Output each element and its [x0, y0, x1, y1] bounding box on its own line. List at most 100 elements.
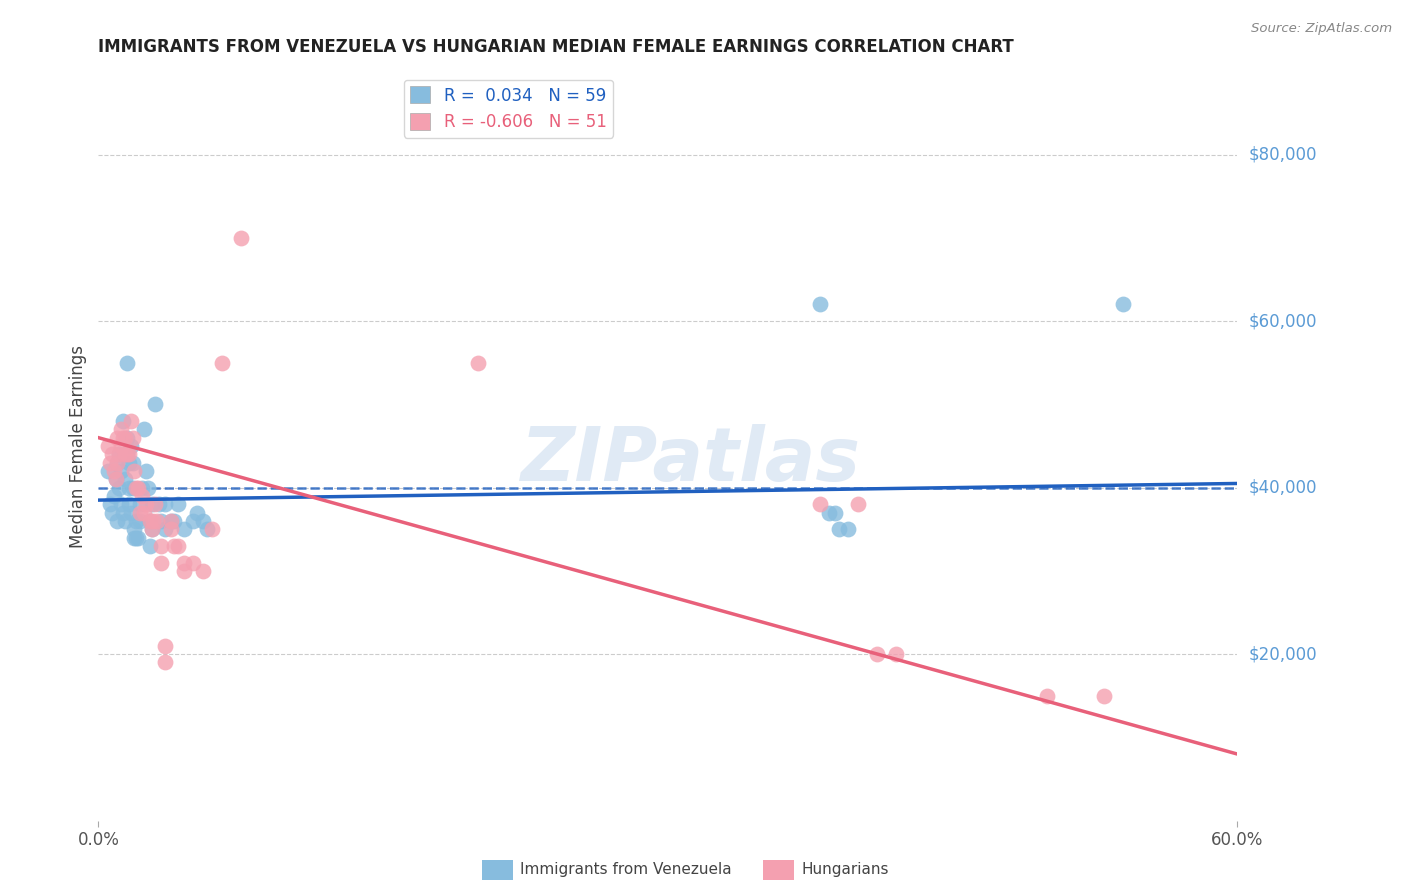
- Y-axis label: Median Female Earnings: Median Female Earnings: [69, 344, 87, 548]
- Point: [186, 506, 208, 520]
- Point: [150, 539, 173, 553]
- Point: [118, 497, 141, 511]
- Point: [1112, 297, 1135, 311]
- Point: [120, 506, 142, 520]
- Point: [141, 497, 163, 511]
- Point: [121, 481, 143, 495]
- Point: [124, 464, 146, 478]
- Point: [107, 431, 129, 445]
- Point: [828, 522, 851, 536]
- Point: [120, 439, 142, 453]
- Point: [129, 506, 152, 520]
- Point: [114, 431, 136, 445]
- Text: $80,000: $80,000: [1249, 145, 1317, 163]
- Point: [100, 506, 122, 520]
- Point: [127, 481, 149, 495]
- Point: [112, 414, 135, 428]
- Point: [114, 472, 136, 486]
- Point: [103, 489, 125, 503]
- Point: [103, 464, 125, 478]
- Point: [138, 514, 160, 528]
- Text: $20,000: $20,000: [1249, 645, 1317, 663]
- Point: [112, 506, 135, 520]
- Point: [183, 556, 205, 570]
- Point: [131, 481, 153, 495]
- Point: [136, 481, 159, 495]
- Point: [115, 447, 138, 461]
- Point: [107, 514, 129, 528]
- Point: [866, 647, 889, 661]
- Point: [467, 356, 489, 370]
- Point: [110, 464, 132, 478]
- Point: [167, 497, 190, 511]
- Point: [131, 489, 153, 503]
- Point: [167, 539, 190, 553]
- Point: [150, 514, 173, 528]
- Point: [124, 522, 146, 536]
- Point: [98, 456, 121, 470]
- Point: [114, 447, 136, 461]
- Point: [141, 522, 163, 536]
- Point: [135, 497, 157, 511]
- Point: [132, 506, 155, 520]
- Point: [153, 656, 176, 670]
- Point: [173, 556, 195, 570]
- Point: [97, 464, 120, 478]
- Point: [127, 531, 149, 545]
- Point: [125, 481, 148, 495]
- Point: [97, 439, 120, 453]
- Point: [837, 522, 859, 536]
- Point: [98, 497, 121, 511]
- Point: [138, 539, 160, 553]
- Point: [121, 456, 143, 470]
- Point: [118, 456, 141, 470]
- Point: [114, 514, 136, 528]
- Point: [146, 514, 169, 528]
- Text: Hungarians: Hungarians: [801, 863, 889, 877]
- Point: [138, 514, 160, 528]
- Point: [118, 481, 141, 495]
- Text: $60,000: $60,000: [1249, 312, 1317, 330]
- Point: [104, 472, 127, 486]
- Point: [120, 414, 142, 428]
- Point: [211, 356, 233, 370]
- Point: [824, 506, 846, 520]
- Point: [818, 506, 841, 520]
- Point: [148, 497, 170, 511]
- Point: [112, 431, 135, 445]
- Point: [110, 422, 132, 436]
- Point: [142, 514, 165, 528]
- Text: $40,000: $40,000: [1249, 479, 1317, 497]
- Point: [191, 514, 214, 528]
- Point: [153, 639, 176, 653]
- Text: IMMIGRANTS FROM VENEZUELA VS HUNGARIAN MEDIAN FEMALE EARNINGS CORRELATION CHART: IMMIGRANTS FROM VENEZUELA VS HUNGARIAN M…: [98, 38, 1014, 56]
- Point: [125, 514, 148, 528]
- Point: [153, 522, 176, 536]
- Point: [129, 514, 152, 528]
- Point: [118, 447, 141, 461]
- Point: [808, 497, 831, 511]
- Point: [141, 522, 163, 536]
- Point: [808, 297, 831, 311]
- Point: [100, 447, 122, 461]
- Point: [1094, 689, 1116, 703]
- Point: [150, 556, 173, 570]
- Point: [191, 564, 214, 578]
- Point: [195, 522, 218, 536]
- Point: [129, 497, 152, 511]
- Point: [201, 522, 224, 536]
- Point: [173, 564, 195, 578]
- Point: [145, 497, 167, 511]
- Text: Immigrants from Venezuela: Immigrants from Venezuela: [520, 863, 733, 877]
- Point: [135, 464, 157, 478]
- Point: [1036, 689, 1059, 703]
- Point: [104, 472, 127, 486]
- Point: [107, 456, 129, 470]
- Point: [108, 481, 131, 495]
- Text: ZIPatlas: ZIPatlas: [520, 425, 860, 498]
- Point: [132, 422, 155, 436]
- Point: [115, 447, 138, 461]
- Point: [183, 514, 205, 528]
- Point: [159, 514, 181, 528]
- Point: [110, 439, 132, 453]
